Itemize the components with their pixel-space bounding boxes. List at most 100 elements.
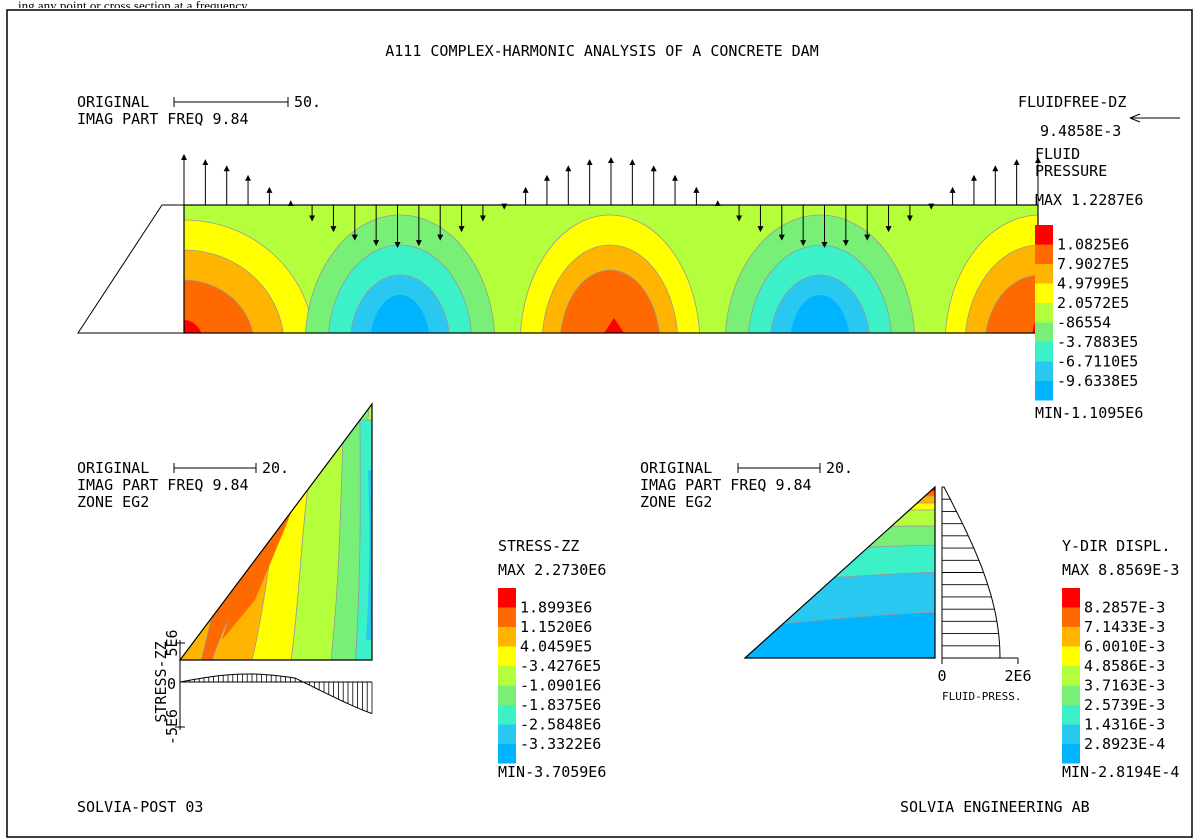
left-legend-min: MIN-3.7059E6 [498, 763, 606, 781]
top-legend-level-label: -86554 [1057, 314, 1111, 332]
top-legend-title-2: PRESSURE [1035, 162, 1107, 180]
right-legend-swatch [1062, 646, 1080, 666]
top-legend-max: MAX 1.2287E6 [1035, 191, 1143, 209]
right-legend-level-label: 3.7163E-3 [1084, 677, 1165, 695]
top-dam-section [77, 204, 185, 334]
top-legend-level-label: 7.9027E5 [1057, 255, 1129, 273]
top-legend-swatch [1035, 342, 1053, 362]
left-legend-swatch [498, 705, 516, 725]
left-legend-swatch [498, 724, 516, 744]
right-legend-swatch [1062, 744, 1080, 764]
left-freq-label: IMAG PART FREQ 9.84 [77, 476, 249, 494]
fluid-pressure-profile [941, 486, 1001, 659]
right-scale-value: 20. [826, 459, 853, 477]
right-zone-label: ZONE EG2 [640, 493, 712, 511]
right-legend-level-label: 1.4316E-3 [1084, 716, 1165, 734]
header-fragment: ing any point or cross section at a freq… [18, 0, 248, 8]
left-legend-swatch [498, 627, 516, 647]
top-legend-swatch [1035, 264, 1053, 284]
footer-left: SOLVIA-POST 03 [77, 798, 203, 816]
top-plot: ORIGINAL 50. IMAG PART FREQ 9.84 FLUIDFR… [77, 93, 1180, 334]
left-legend-swatch [498, 666, 516, 686]
top-legend-swatch [1035, 225, 1053, 245]
stress-axis-label: STRESS-ZZ [152, 641, 170, 722]
top-legend-swatch [1035, 361, 1053, 381]
right-legend-swatch [1062, 588, 1080, 608]
base-stress-distribution [179, 673, 373, 715]
right-legend-level-label: 7.1433E-3 [1084, 618, 1165, 636]
top-pressure-contours [184, 205, 1038, 333]
fluidfree-value: 9.4858E-3 [1040, 122, 1121, 140]
left-zone-label: ZONE EG2 [77, 493, 149, 511]
right-legend-swatch [1062, 607, 1080, 627]
pressure-curve [942, 486, 1001, 659]
left-legend-title: STRESS-ZZ [498, 537, 579, 555]
left-stress-contours [180, 404, 372, 660]
top-legend-level-label: 1.0825E6 [1057, 236, 1129, 254]
top-legend-swatch [1035, 283, 1053, 303]
right-legend-swatch [1062, 724, 1080, 744]
top-legend-level-label: -3.7883E5 [1057, 333, 1138, 351]
top-legend-level-label: 2.0572E5 [1057, 294, 1129, 312]
surface-pressure-arrows [181, 154, 1041, 248]
left-legend-level-label: -1.8375E6 [520, 696, 601, 714]
left-legend-swatch [498, 744, 516, 764]
right-legend-swatch [1062, 705, 1080, 725]
right-legend-swatch [1062, 685, 1080, 705]
right-legend-level-label: 8.2857E-3 [1084, 599, 1165, 617]
left-scale-value: 20. [262, 459, 289, 477]
left-legend-level-label: 4.0459E5 [520, 638, 592, 656]
top-original-label: ORIGINAL [77, 93, 149, 111]
left-legend-swatch [498, 588, 516, 608]
fluid-press-tick-max: 2E6 [1004, 667, 1031, 685]
right-legend-max: MAX 8.8569E-3 [1062, 561, 1179, 579]
right-legend-level-label: 4.8586E-3 [1084, 657, 1165, 675]
left-legend-swatch [498, 607, 516, 627]
fluid-press-tick-zero: 0 [937, 667, 946, 685]
top-scale-value: 50. [294, 93, 321, 111]
footer-right: SOLVIA ENGINEERING AB [900, 798, 1090, 816]
top-legend-swatch [1035, 381, 1053, 401]
left-legend-level-label: -3.4276E5 [520, 657, 601, 675]
page-frame [6, 9, 1193, 838]
fluidfree-label: FLUIDFREE-DZ [1018, 93, 1126, 111]
top-legend-level-label: 4.9799E5 [1057, 275, 1129, 293]
right-legend-min: MIN-2.8194E-4 [1062, 763, 1179, 781]
top-legend-title-1: FLUID [1035, 145, 1080, 163]
top-freq-label: IMAG PART FREQ 9.84 [77, 110, 249, 128]
right-freq-label: IMAG PART FREQ 9.84 [640, 476, 812, 494]
right-displacement-contours [745, 487, 935, 658]
left-legend-swatch [498, 685, 516, 705]
top-legend: FLUID PRESSURE MAX 1.2287E6 1.0825E67.90… [1035, 145, 1143, 422]
stress-axis-tick-top: 5E6 [163, 629, 181, 656]
left-original-label: ORIGINAL [77, 459, 149, 477]
right-legend-swatch [1062, 627, 1080, 647]
right-legend-level-label: 2.8923E-4 [1084, 735, 1165, 753]
top-legend-swatch [1035, 322, 1053, 342]
left-legend-level-label: -1.0901E6 [520, 677, 601, 695]
stress-axis-tick-zero: 0 [167, 675, 176, 693]
right-legend: Y-DIR DISPL. MAX 8.8569E-3 8.2857E-37.14… [1062, 537, 1179, 781]
left-legend-swatch [498, 646, 516, 666]
right-legend-level-label: 6.0010E-3 [1084, 638, 1165, 656]
top-legend-min: MIN-1.1095E6 [1035, 404, 1143, 422]
base-stress-curve [179, 673, 373, 715]
top-legend-swatch [1035, 244, 1053, 264]
right-legend-swatch [1062, 666, 1080, 686]
right-plot: ORIGINAL 20. IMAG PART FREQ 9.84 ZONE EG… [640, 459, 1032, 703]
left-legend-level-label: -2.5848E6 [520, 716, 601, 734]
page-title: A111 COMPLEX-HARMONIC ANALYSIS OF A CONC… [385, 42, 818, 60]
right-original-label: ORIGINAL [640, 459, 712, 477]
left-legend-level-label: 1.8993E6 [520, 599, 592, 617]
left-plot: ORIGINAL 20. IMAG PART FREQ 9.84 ZONE EG… [77, 402, 373, 745]
left-legend-max: MAX 2.2730E6 [498, 561, 606, 579]
fluid-press-axis-label: FLUID-PRESS. [942, 690, 1021, 703]
left-legend-level-label: 1.1520E6 [520, 618, 592, 636]
left-legend-level-label: -3.3322E6 [520, 735, 601, 753]
right-legend-title: Y-DIR DISPL. [1062, 537, 1170, 555]
top-legend-swatch [1035, 303, 1053, 323]
stress-axis-tick-bottom: -5E6 [163, 709, 181, 745]
top-legend-level-label: -6.7110E5 [1057, 353, 1138, 371]
